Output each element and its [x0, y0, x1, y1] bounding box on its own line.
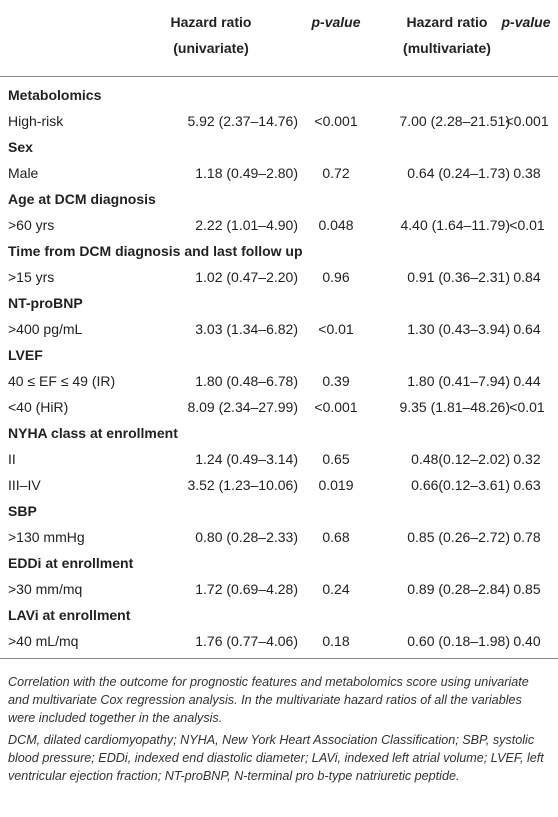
row-label: >130 mmHg: [8, 529, 85, 545]
cell: 0.89 (0.28–2.84): [407, 581, 510, 597]
cell: 0.48(0.12–2.02): [411, 451, 510, 467]
column-header: Hazard ratio: [406, 14, 488, 30]
row-label: <40 (HiR): [8, 399, 69, 415]
cell: 0.44: [513, 373, 541, 389]
cell: 0.40: [513, 633, 541, 649]
cell: 4.40 (1.64–11.79): [400, 217, 511, 233]
section-title: Time from DCM diagnosis and last follow …: [8, 243, 303, 259]
row-label: III–IV: [8, 477, 41, 493]
section-title: LVEF: [8, 347, 43, 363]
cell: 0.60 (0.18–1.98): [407, 633, 510, 649]
cell: 0.84: [513, 269, 541, 285]
cell: 0.68: [322, 529, 350, 545]
section-title: SBP: [8, 503, 37, 519]
cell: 0.64 (0.24–1.73): [407, 165, 510, 181]
cell: 0.64: [513, 321, 541, 337]
column-header: (multivariate): [403, 40, 491, 56]
cell: 0.24: [322, 581, 350, 597]
section-title: NT-proBNP: [8, 295, 83, 311]
row-label: >15 yrs: [8, 269, 55, 285]
cell: 0.63: [513, 477, 541, 493]
cell: <0.01: [318, 321, 354, 337]
cell: 0.048: [318, 217, 354, 233]
cell: <0.01: [509, 217, 545, 233]
cell: 0.019: [318, 477, 354, 493]
row-label: >400 pg/mL: [8, 321, 83, 337]
row-label: >40 mL/mq: [8, 633, 79, 649]
cell: 0.66(0.12–3.61): [411, 477, 510, 493]
column-header: p-value: [311, 14, 361, 30]
cell: 1.18 (0.49–2.80): [195, 165, 298, 181]
cell: 1.80 (0.48–6.78): [195, 373, 298, 389]
cell: 3.52 (1.23–10.06): [187, 477, 298, 493]
cell: 3.03 (1.34–6.82): [195, 321, 298, 337]
cell: 0.65: [322, 451, 350, 467]
cell: 9.35 (1.81–48.26): [399, 399, 510, 415]
section-title: Sex: [8, 139, 33, 155]
cell: 0.85: [513, 581, 541, 597]
cell: 0.80 (0.28–2.33): [195, 529, 298, 545]
cell: 0.32: [513, 451, 541, 467]
cell: 0.38: [513, 165, 541, 181]
row-label: High-risk: [8, 113, 64, 129]
cell: 0.39: [322, 373, 350, 389]
section-title: EDDi at enrollment: [8, 555, 134, 571]
caption-paragraph: Correlation with the outcome for prognos…: [8, 675, 529, 725]
cell: 5.92 (2.37–14.76): [187, 113, 298, 129]
row-label: Male: [8, 165, 39, 181]
cell: <0.001: [314, 113, 358, 129]
cell: 0.91 (0.36–2.31): [407, 269, 510, 285]
section-title: Age at DCM diagnosis: [8, 191, 156, 207]
cell: 7.00 (2.28–21.51): [399, 113, 510, 129]
cell: <0.001: [314, 399, 358, 415]
cell: 1.76 (0.77–4.06): [195, 633, 298, 649]
cell: 1.24 (0.49–3.14): [195, 451, 298, 467]
cell: 0.18: [322, 633, 350, 649]
cell: 1.72 (0.69–4.28): [195, 581, 298, 597]
row-label: II: [8, 451, 16, 467]
section-title: NYHA class at enrollment: [8, 425, 178, 441]
cell: 0.96: [322, 269, 350, 285]
cell: 1.30 (0.43–3.94): [407, 321, 510, 337]
column-header: Hazard ratio: [170, 14, 252, 30]
column-header: (univariate): [173, 40, 249, 56]
section-title: LAVi at enrollment: [8, 607, 131, 623]
cell: <0.01: [509, 399, 545, 415]
row-label: 40 ≤ EF ≤ 49 (IR): [8, 373, 116, 389]
cell: 1.80 (0.41–7.94): [407, 373, 510, 389]
header-rule: [0, 76, 558, 77]
column-header: p-value: [501, 14, 551, 30]
table-bottom-rule: [0, 658, 558, 659]
row-label: >60 yrs: [8, 217, 55, 233]
cell: 1.02 (0.47–2.20): [195, 269, 298, 285]
cell: 0.78: [513, 529, 541, 545]
row-label: >30 mm/mq: [8, 581, 83, 597]
section-title: Metabolomics: [8, 87, 102, 103]
cell: <0.001: [505, 113, 549, 129]
cell: 2.22 (1.01–4.90): [195, 217, 298, 233]
cell: 8.09 (2.34–27.99): [187, 399, 298, 415]
caption-paragraph: DCM, dilated cardiomyopathy; NYHA, New Y…: [8, 733, 544, 783]
cell: 0.85 (0.26–2.72): [407, 529, 510, 545]
cell: 0.72: [322, 165, 350, 181]
